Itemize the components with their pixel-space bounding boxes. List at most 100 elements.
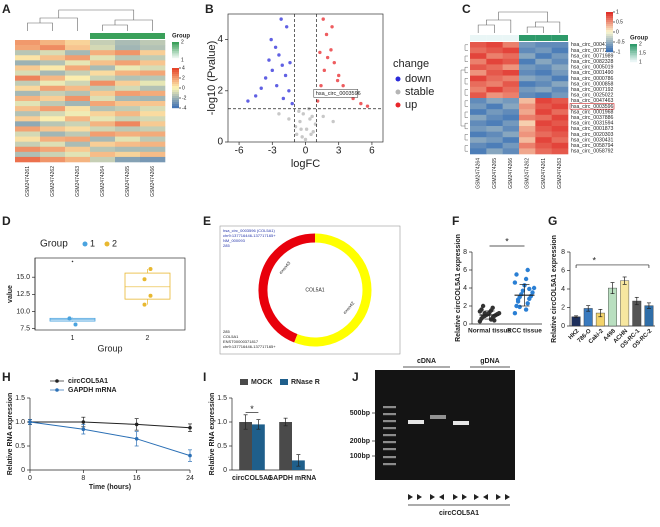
legend-swatch — [55, 388, 59, 392]
heatmap-cell — [535, 58, 552, 65]
colorbar-step — [606, 16, 613, 19]
heatmap-cell — [502, 126, 520, 132]
heatmap-cell — [519, 103, 536, 110]
group-cell — [15, 33, 40, 39]
y-tick-label: 1.5 — [15, 395, 25, 402]
exon-arc — [258, 233, 316, 343]
heatmap-cell — [470, 126, 487, 132]
heatmap-cell — [90, 90, 116, 97]
heatmap-cell — [502, 131, 520, 138]
column-label: GSM2474265 — [492, 158, 498, 189]
column-label: GSM2474266 — [508, 158, 514, 189]
panel-letter: E — [203, 214, 211, 228]
point — [287, 117, 291, 121]
heatmap-cell — [90, 80, 116, 87]
heatmap-cell — [535, 114, 552, 121]
heatmap-cell — [551, 75, 569, 82]
dendrogram — [464, 89, 468, 96]
heatmap-cell — [115, 146, 141, 153]
group-scale — [630, 58, 637, 61]
colorbar-step — [172, 90, 179, 93]
annotation-box — [313, 89, 359, 98]
heatmap-cell — [90, 45, 116, 51]
legend-swatch — [240, 379, 248, 385]
heatmap-cell — [140, 121, 166, 127]
heatmap-cell — [40, 80, 66, 87]
point — [275, 83, 279, 88]
heatmap-cell — [140, 111, 166, 117]
heatmap-cell — [90, 141, 116, 148]
panel-letter: G — [548, 214, 557, 228]
point — [148, 266, 153, 271]
heatmap-cell — [551, 47, 569, 54]
row-label: hsa_circ_0058794 — [571, 143, 614, 149]
heatmap-cell — [40, 106, 66, 112]
legend-swatch — [55, 379, 59, 383]
ladder-band — [383, 456, 396, 459]
group-scale — [630, 56, 637, 59]
ladder-band — [383, 427, 396, 430]
y-tick-label: 6 — [561, 267, 565, 274]
legend-title: Group — [630, 36, 648, 42]
heatmap-cell — [519, 114, 536, 121]
colorbar-step — [606, 42, 613, 45]
heatmap-cell — [15, 146, 41, 153]
heatmap-cell — [90, 136, 116, 142]
heatmap-cell — [140, 151, 166, 158]
heatmap-cell — [15, 40, 41, 46]
group-scale — [172, 51, 179, 53]
y-tick-label: 0 — [217, 137, 223, 148]
colorbar-step — [172, 100, 179, 103]
y-tick-label: 2 — [463, 303, 467, 310]
heatmap-cell — [15, 95, 41, 102]
colorbar-step — [606, 24, 613, 27]
legend-label: MOCK — [251, 379, 272, 386]
point — [514, 272, 519, 277]
legend-swatch — [104, 241, 110, 247]
legend-label: down — [405, 73, 431, 85]
ladder-band — [383, 441, 396, 444]
heatmap-cell — [15, 106, 41, 112]
exon-arc — [294, 233, 372, 347]
heatmap-cell — [140, 90, 166, 97]
group-cell — [65, 33, 90, 39]
footer-text: COL5A1 — [223, 334, 239, 339]
point — [259, 86, 263, 90]
heatmap-cell — [115, 101, 141, 107]
colorbar-step — [172, 72, 179, 75]
heatmap-cell — [502, 42, 520, 48]
heatmap-cell — [15, 45, 41, 51]
heatmap-cell — [486, 120, 503, 127]
point — [284, 25, 289, 29]
heatmap-cell — [502, 70, 520, 76]
point — [273, 45, 278, 49]
y-tick-label: 4 — [561, 286, 565, 293]
ladder-band — [383, 448, 396, 451]
colorbar-tick-label: -4 — [182, 105, 187, 111]
group-scale — [630, 45, 637, 48]
bar — [239, 422, 252, 470]
row-label: hsa_circ_0001968 — [571, 109, 614, 115]
primer-icon — [453, 494, 467, 500]
heatmap-cell — [65, 70, 91, 76]
heatmap-cell — [15, 50, 41, 56]
bar — [620, 280, 630, 327]
colorbar-step — [172, 82, 179, 85]
heatmap-cell — [502, 92, 520, 99]
row-label: hsa_circ_0030431 — [571, 137, 614, 143]
point — [287, 89, 291, 93]
legend-swatch — [395, 102, 401, 108]
colorbar-step — [172, 92, 179, 95]
heatmap-cell — [470, 120, 487, 127]
x-tick-label: RCC tissue — [507, 328, 542, 335]
colorbar-step — [172, 70, 179, 73]
point — [67, 316, 72, 321]
heatmap-cell — [115, 95, 141, 102]
dendrogram — [498, 11, 548, 22]
heatmap-cell — [40, 60, 66, 66]
point — [321, 114, 325, 119]
colorbar-step — [606, 38, 613, 41]
colorbar-step — [606, 18, 613, 21]
legend-label: up — [405, 99, 417, 111]
